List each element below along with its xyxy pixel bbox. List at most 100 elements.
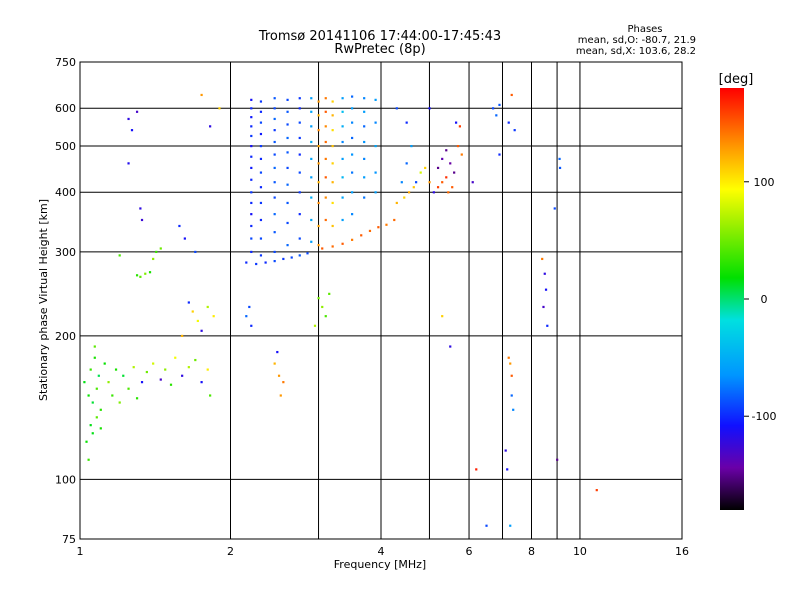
data-point (510, 394, 513, 397)
data-point (385, 223, 388, 226)
data-point (279, 394, 282, 397)
data-point (310, 157, 313, 161)
data-point (139, 275, 142, 278)
colorbar-tick-label: 100 (754, 176, 775, 189)
data-point (393, 218, 396, 222)
data-point (460, 153, 463, 156)
data-point (331, 181, 334, 184)
data-point (259, 237, 263, 240)
data-point (331, 201, 334, 205)
y-axis-label: Stationary phase Virtual Height [km] (37, 199, 50, 401)
y-tick-label: 600 (55, 102, 76, 115)
data-point (510, 374, 513, 377)
data-point (273, 213, 276, 216)
data-point (250, 250, 253, 254)
data-point (351, 121, 354, 124)
data-point (298, 153, 301, 156)
data-point (298, 97, 301, 100)
data-point (139, 207, 142, 210)
data-point (310, 140, 313, 144)
x-tick-label: 6 (466, 545, 473, 558)
colorbar-ticks: 100 0 -100 (744, 176, 776, 423)
data-point (273, 196, 276, 199)
data-point (250, 116, 253, 119)
data-point (122, 374, 125, 377)
data-point (400, 181, 403, 184)
data-point (273, 107, 276, 110)
data-point (200, 329, 203, 332)
data-point (273, 117, 276, 121)
plot-frame (79, 61, 683, 540)
data-point (298, 136, 301, 140)
y-tick-label: 75 (62, 533, 76, 546)
data-point (259, 110, 263, 113)
data-point (374, 191, 377, 194)
data-point (183, 237, 186, 240)
data-point (341, 157, 344, 161)
y-tick-label: 100 (55, 473, 76, 486)
grid-lines (80, 62, 682, 539)
data-point (558, 157, 561, 161)
data-point (331, 114, 334, 117)
data-point (553, 207, 556, 210)
data-point (85, 440, 88, 443)
x-tick-label: 10 (573, 545, 587, 558)
data-point (374, 171, 377, 174)
data-point (341, 140, 344, 144)
x-tick-label: 16 (675, 545, 689, 558)
data-point (206, 368, 209, 371)
data-point (454, 121, 458, 124)
data-point (544, 288, 548, 291)
data-points (83, 93, 598, 527)
data-point (273, 362, 276, 365)
data-point (485, 524, 488, 527)
data-point (196, 319, 199, 323)
data-point (363, 125, 366, 128)
data-point (259, 218, 263, 222)
data-point (395, 201, 398, 205)
data-point (298, 237, 301, 240)
data-point (495, 114, 498, 117)
y-tick-label: 200 (55, 330, 76, 343)
data-point (324, 196, 327, 199)
data-point (286, 151, 289, 154)
data-point (512, 408, 515, 411)
y-tick-label: 400 (55, 186, 76, 199)
data-point (415, 181, 418, 184)
data-point (135, 110, 139, 113)
data-point (259, 201, 263, 205)
data-point (273, 166, 276, 170)
data-point (368, 229, 372, 233)
data-point (445, 149, 448, 152)
data-point (543, 272, 546, 275)
data-point (498, 103, 501, 107)
data-point (282, 381, 285, 384)
data-point (324, 176, 327, 179)
data-point (159, 247, 162, 250)
data-point (509, 524, 512, 527)
x-axis-ticks: 1 2 4 6 8 10 16 (77, 545, 690, 558)
data-point (250, 191, 253, 194)
data-point (306, 252, 309, 255)
data-point (250, 224, 253, 228)
data-point (317, 162, 320, 165)
data-point (209, 125, 212, 128)
data-point (245, 261, 248, 264)
data-point (273, 129, 276, 132)
data-point (250, 201, 253, 205)
data-point (148, 271, 152, 274)
data-point (453, 171, 456, 174)
data-point (331, 144, 334, 148)
data-point (191, 310, 194, 313)
y-tick-label: 500 (55, 140, 76, 153)
data-point (363, 97, 366, 100)
data-point (259, 157, 263, 161)
data-point (331, 129, 334, 132)
data-point (245, 315, 248, 318)
data-point (298, 191, 301, 194)
data-point (310, 97, 313, 100)
data-point (436, 166, 440, 170)
data-point (218, 107, 221, 110)
data-point (428, 107, 431, 110)
data-point (428, 181, 431, 184)
